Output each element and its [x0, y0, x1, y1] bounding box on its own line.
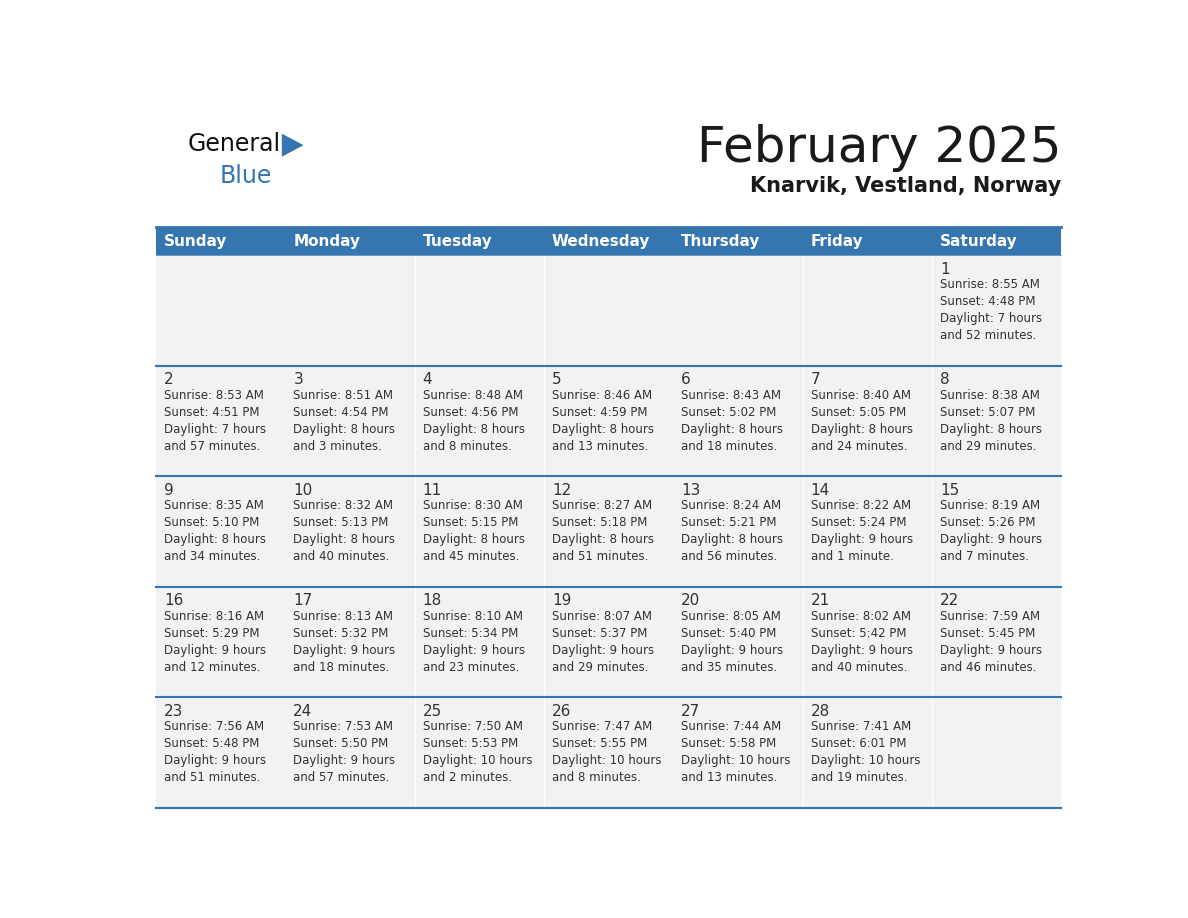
Text: 8: 8 [940, 373, 949, 387]
Text: Wednesday: Wednesday [552, 234, 650, 249]
Bar [285, 227, 415, 255]
Text: 17: 17 [293, 593, 312, 609]
Text: 11: 11 [423, 483, 442, 498]
Text: Sunrise: 8:27 AM
Sunset: 5:18 PM
Daylight: 8 hours
and 51 minutes.: Sunrise: 8:27 AM Sunset: 5:18 PM Dayligh… [552, 499, 653, 564]
Text: Friday: Friday [810, 234, 864, 249]
Text: Sunrise: 8:02 AM
Sunset: 5:42 PM
Daylight: 9 hours
and 40 minutes.: Sunrise: 8:02 AM Sunset: 5:42 PM Dayligh… [810, 610, 912, 674]
Text: Sunrise: 7:41 AM
Sunset: 6:01 PM
Daylight: 10 hours
and 19 minutes.: Sunrise: 7:41 AM Sunset: 6:01 PM Dayligh… [810, 721, 920, 784]
Bar [544, 227, 674, 255]
Bar [157, 365, 1061, 476]
Text: 6: 6 [681, 373, 691, 387]
Text: 27: 27 [681, 704, 701, 719]
Text: Sunrise: 7:50 AM
Sunset: 5:53 PM
Daylight: 10 hours
and 2 minutes.: Sunrise: 7:50 AM Sunset: 5:53 PM Dayligh… [423, 721, 532, 784]
Text: Sunrise: 8:22 AM
Sunset: 5:24 PM
Daylight: 9 hours
and 1 minute.: Sunrise: 8:22 AM Sunset: 5:24 PM Dayligh… [810, 499, 912, 564]
Text: 1: 1 [940, 262, 949, 277]
Text: Sunrise: 8:53 AM
Sunset: 4:51 PM
Daylight: 7 hours
and 57 minutes.: Sunrise: 8:53 AM Sunset: 4:51 PM Dayligh… [164, 389, 266, 453]
Bar [157, 255, 1061, 365]
Text: 24: 24 [293, 704, 312, 719]
Text: 28: 28 [810, 704, 830, 719]
Text: Sunrise: 8:30 AM
Sunset: 5:15 PM
Daylight: 8 hours
and 45 minutes.: Sunrise: 8:30 AM Sunset: 5:15 PM Dayligh… [423, 499, 525, 564]
Text: Sunrise: 8:43 AM
Sunset: 5:02 PM
Daylight: 8 hours
and 18 minutes.: Sunrise: 8:43 AM Sunset: 5:02 PM Dayligh… [681, 389, 783, 453]
Polygon shape [282, 134, 303, 157]
Text: Sunrise: 8:24 AM
Sunset: 5:21 PM
Daylight: 8 hours
and 56 minutes.: Sunrise: 8:24 AM Sunset: 5:21 PM Dayligh… [681, 499, 783, 564]
Text: 12: 12 [552, 483, 571, 498]
Bar [933, 227, 1061, 255]
Text: Knarvik, Vestland, Norway: Knarvik, Vestland, Norway [750, 176, 1061, 196]
Text: Sunrise: 8:16 AM
Sunset: 5:29 PM
Daylight: 9 hours
and 12 minutes.: Sunrise: 8:16 AM Sunset: 5:29 PM Dayligh… [164, 610, 266, 674]
Text: Sunrise: 8:48 AM
Sunset: 4:56 PM
Daylight: 8 hours
and 8 minutes.: Sunrise: 8:48 AM Sunset: 4:56 PM Dayligh… [423, 389, 525, 453]
Text: 23: 23 [164, 704, 183, 719]
Text: Sunday: Sunday [164, 234, 227, 249]
Text: 2: 2 [164, 373, 173, 387]
Text: Sunrise: 8:35 AM
Sunset: 5:10 PM
Daylight: 8 hours
and 34 minutes.: Sunrise: 8:35 AM Sunset: 5:10 PM Dayligh… [164, 499, 266, 564]
Text: 3: 3 [293, 373, 303, 387]
Text: Sunrise: 8:10 AM
Sunset: 5:34 PM
Daylight: 9 hours
and 23 minutes.: Sunrise: 8:10 AM Sunset: 5:34 PM Dayligh… [423, 610, 525, 674]
Text: Sunrise: 8:07 AM
Sunset: 5:37 PM
Daylight: 9 hours
and 29 minutes.: Sunrise: 8:07 AM Sunset: 5:37 PM Dayligh… [552, 610, 655, 674]
Text: 16: 16 [164, 593, 183, 609]
Text: February 2025: February 2025 [697, 124, 1061, 172]
Text: 5: 5 [552, 373, 562, 387]
Text: Sunrise: 7:47 AM
Sunset: 5:55 PM
Daylight: 10 hours
and 8 minutes.: Sunrise: 7:47 AM Sunset: 5:55 PM Dayligh… [552, 721, 662, 784]
Text: Sunrise: 7:59 AM
Sunset: 5:45 PM
Daylight: 9 hours
and 46 minutes.: Sunrise: 7:59 AM Sunset: 5:45 PM Dayligh… [940, 610, 1042, 674]
Bar [157, 587, 1061, 698]
Text: 7: 7 [810, 373, 820, 387]
Text: Sunrise: 8:46 AM
Sunset: 4:59 PM
Daylight: 8 hours
and 13 minutes.: Sunrise: 8:46 AM Sunset: 4:59 PM Dayligh… [552, 389, 653, 453]
Text: 15: 15 [940, 483, 959, 498]
Text: Blue: Blue [220, 164, 272, 188]
Text: 18: 18 [423, 593, 442, 609]
Bar [674, 227, 803, 255]
Text: Saturday: Saturday [940, 234, 1018, 249]
Bar [157, 476, 1061, 587]
Text: 14: 14 [810, 483, 830, 498]
Text: Sunrise: 8:40 AM
Sunset: 5:05 PM
Daylight: 8 hours
and 24 minutes.: Sunrise: 8:40 AM Sunset: 5:05 PM Dayligh… [810, 389, 912, 453]
Text: Sunrise: 7:56 AM
Sunset: 5:48 PM
Daylight: 9 hours
and 51 minutes.: Sunrise: 7:56 AM Sunset: 5:48 PM Dayligh… [164, 721, 266, 784]
Text: 4: 4 [423, 373, 432, 387]
Text: Sunrise: 8:38 AM
Sunset: 5:07 PM
Daylight: 8 hours
and 29 minutes.: Sunrise: 8:38 AM Sunset: 5:07 PM Dayligh… [940, 389, 1042, 453]
Text: 20: 20 [681, 593, 701, 609]
Bar [157, 698, 1061, 808]
Text: Tuesday: Tuesday [423, 234, 492, 249]
Text: Sunrise: 8:19 AM
Sunset: 5:26 PM
Daylight: 9 hours
and 7 minutes.: Sunrise: 8:19 AM Sunset: 5:26 PM Dayligh… [940, 499, 1042, 564]
Bar [157, 227, 285, 255]
Text: Sunrise: 8:51 AM
Sunset: 4:54 PM
Daylight: 8 hours
and 3 minutes.: Sunrise: 8:51 AM Sunset: 4:54 PM Dayligh… [293, 389, 396, 453]
Text: Sunrise: 8:13 AM
Sunset: 5:32 PM
Daylight: 9 hours
and 18 minutes.: Sunrise: 8:13 AM Sunset: 5:32 PM Dayligh… [293, 610, 396, 674]
Text: 9: 9 [164, 483, 173, 498]
Text: 13: 13 [681, 483, 701, 498]
Text: 25: 25 [423, 704, 442, 719]
Text: Monday: Monday [293, 234, 360, 249]
Text: 26: 26 [552, 704, 571, 719]
Text: Sunrise: 7:44 AM
Sunset: 5:58 PM
Daylight: 10 hours
and 13 minutes.: Sunrise: 7:44 AM Sunset: 5:58 PM Dayligh… [681, 721, 791, 784]
Text: Thursday: Thursday [681, 234, 760, 249]
Text: 21: 21 [810, 593, 830, 609]
Text: 19: 19 [552, 593, 571, 609]
Text: Sunrise: 8:55 AM
Sunset: 4:48 PM
Daylight: 7 hours
and 52 minutes.: Sunrise: 8:55 AM Sunset: 4:48 PM Dayligh… [940, 278, 1042, 342]
Text: Sunrise: 8:32 AM
Sunset: 5:13 PM
Daylight: 8 hours
and 40 minutes.: Sunrise: 8:32 AM Sunset: 5:13 PM Dayligh… [293, 499, 396, 564]
Text: 10: 10 [293, 483, 312, 498]
Bar [415, 227, 544, 255]
Text: Sunrise: 8:05 AM
Sunset: 5:40 PM
Daylight: 9 hours
and 35 minutes.: Sunrise: 8:05 AM Sunset: 5:40 PM Dayligh… [681, 610, 783, 674]
Bar [803, 227, 933, 255]
Text: General: General [188, 131, 280, 156]
Text: 22: 22 [940, 593, 959, 609]
Text: Sunrise: 7:53 AM
Sunset: 5:50 PM
Daylight: 9 hours
and 57 minutes.: Sunrise: 7:53 AM Sunset: 5:50 PM Dayligh… [293, 721, 396, 784]
